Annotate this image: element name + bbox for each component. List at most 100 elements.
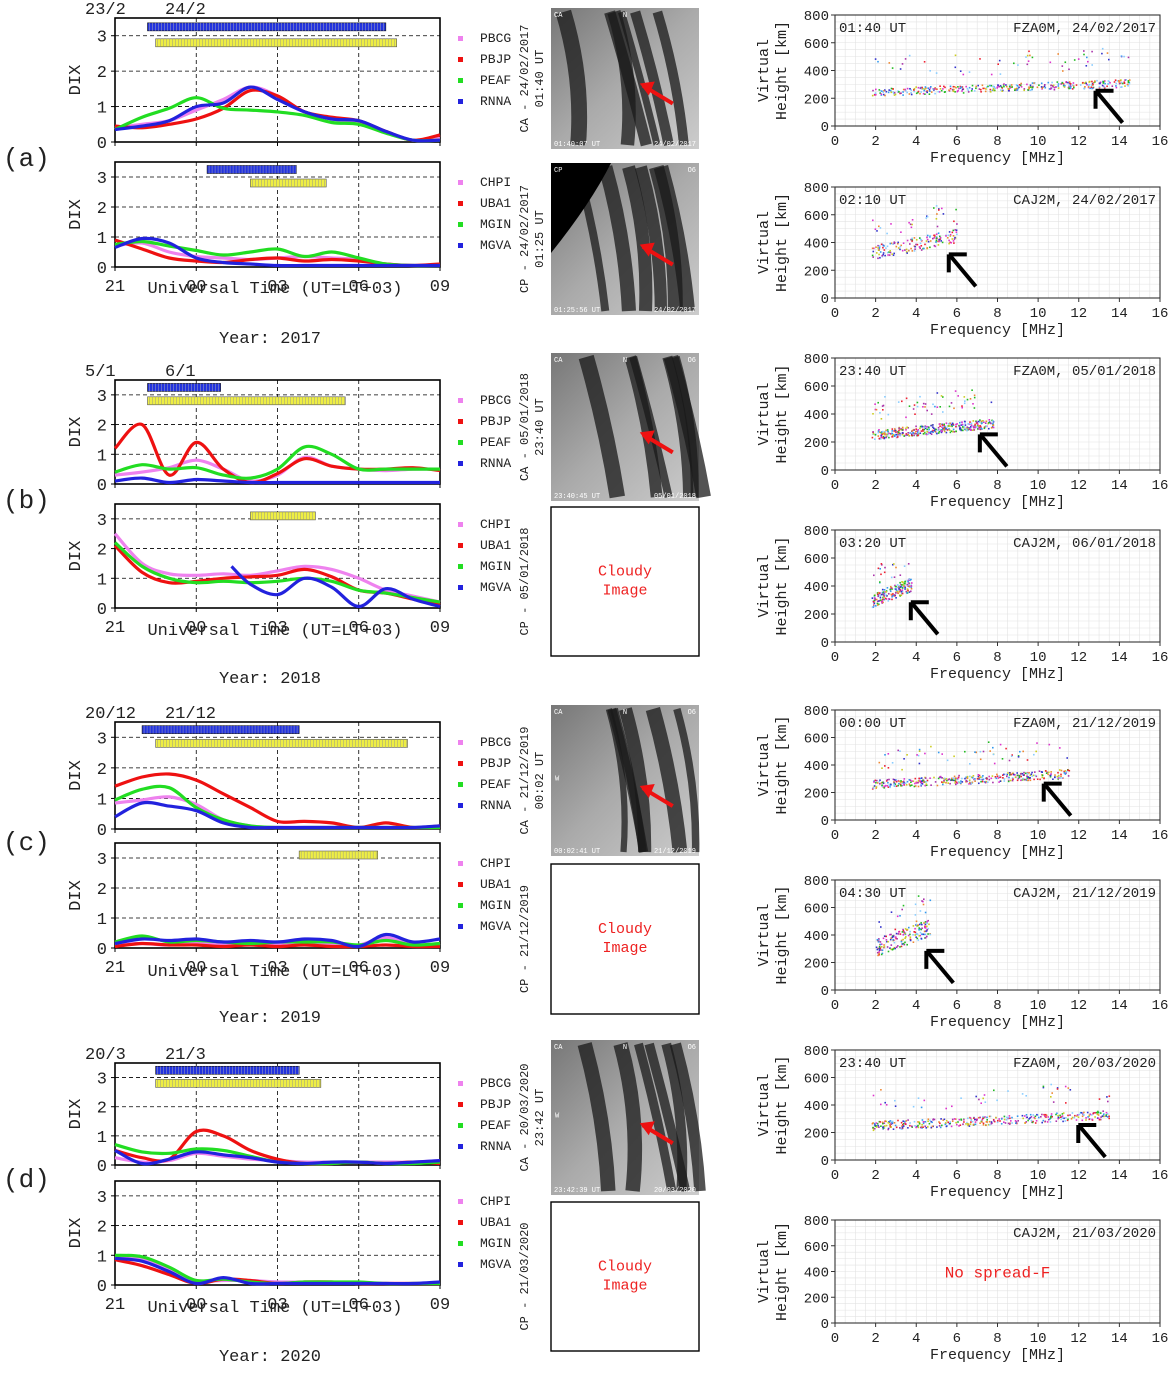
dix-xlabel: Universal Time (UT=LT+03) [147, 622, 402, 641]
iono-echo [934, 235, 936, 238]
iono-echo [892, 91, 894, 93]
iono-xlabel: Frequency [MHz] [930, 1014, 1065, 1031]
iono-echo [883, 594, 885, 597]
iono-echo [890, 937, 892, 939]
iono-echo [956, 233, 958, 236]
iono-echo [975, 87, 977, 90]
iono-echo [887, 950, 890, 953]
iono-echo [1023, 1115, 1026, 1117]
sky-side-label: CP - 05/01/2018 [518, 527, 532, 635]
iono-echo [987, 1123, 990, 1126]
iono-echo [1094, 80, 1096, 82]
iono-echo [1076, 1115, 1078, 1117]
iono-echo [1050, 1083, 1052, 1086]
iono-echo [952, 424, 955, 426]
iono-echo [1029, 84, 1032, 87]
iono-echo [899, 428, 902, 431]
iono-ylabel: Height [km] [774, 885, 791, 984]
plasma-bubble [577, 1042, 616, 1192]
iono-echo [937, 90, 940, 93]
iono-echo [900, 594, 903, 597]
legend-swatch-MGVA [458, 585, 463, 590]
iono-echo [897, 401, 900, 403]
iono-echo [882, 432, 884, 435]
iono-echo [968, 783, 970, 785]
iono-echo [1088, 81, 1090, 83]
iono-echo [873, 594, 876, 597]
iono-ylabel: Height [km] [774, 1222, 791, 1321]
iono-echo [951, 425, 953, 428]
iono-echo [903, 943, 906, 946]
iono-echo [1033, 778, 1035, 781]
iono-echo [1033, 1116, 1035, 1119]
sky-time-stamp: 01:40:07 UT [554, 141, 600, 149]
iono-ytick-label: 0 [821, 1154, 829, 1170]
iono-xtick-label: 8 [993, 650, 1001, 666]
iono-xtick-label: 4 [912, 478, 920, 494]
iono-echo [926, 922, 928, 925]
iono-echo [949, 85, 952, 88]
iono-ytick-label: 400 [804, 759, 829, 775]
iono-echo [1085, 65, 1088, 67]
iono-echo [896, 431, 898, 433]
iono-echo [878, 946, 881, 948]
iono-echo [890, 432, 893, 435]
iono-echo [927, 433, 930, 435]
series-line-MGIN [113, 541, 441, 604]
iono-echo [1115, 86, 1118, 89]
iono-echo [928, 88, 931, 91]
iono-echo [926, 920, 928, 923]
iono-echo [978, 778, 980, 780]
iono-echo [978, 782, 980, 785]
iono-echo [990, 777, 993, 780]
iono-echo [978, 88, 981, 90]
iono-echo [1097, 1114, 1100, 1116]
iono-echo [883, 571, 886, 574]
iono-echo [1050, 773, 1052, 775]
iono-echo [1003, 1118, 1006, 1121]
legend-label-PEAF: PEAF [480, 73, 511, 88]
iono-echo [890, 944, 893, 946]
dix-xtick-label: 00 [186, 1296, 206, 1315]
iono-xtick-label: 10 [1030, 134, 1047, 150]
iono-echo [933, 207, 935, 209]
iono-echo [872, 1094, 875, 1097]
iono-echo [904, 928, 907, 930]
iono-echo [1049, 1117, 1052, 1119]
iono-echo [915, 936, 917, 938]
iono-xtick-label: 12 [1070, 134, 1087, 150]
iono-echo [904, 932, 906, 935]
iono-echo [947, 425, 950, 427]
iono-echo [920, 784, 922, 787]
iono-station: CAJ2M, 24/02/2017 [1013, 193, 1156, 209]
iono-echo [1026, 759, 1029, 761]
iono-echo [1029, 89, 1032, 92]
iono-echo [982, 775, 984, 777]
iono-echo [895, 1126, 898, 1129]
sky-west-label: W [555, 776, 560, 784]
iono-echo [979, 778, 982, 781]
iono-echo [913, 250, 916, 252]
iono-echo [1056, 1088, 1059, 1090]
iono-echo [981, 422, 983, 424]
iono-echo [969, 775, 971, 778]
iono-echo [1003, 773, 1005, 776]
iono-echo [1042, 1119, 1045, 1122]
plasma-bubble [671, 355, 699, 498]
iono-echo [921, 923, 923, 926]
iono-echo [883, 944, 885, 946]
iono-echo [923, 89, 925, 92]
iono-echo [883, 946, 886, 948]
iono-echo [926, 215, 929, 218]
iono-echo [1063, 84, 1066, 87]
iono-echo [921, 927, 923, 930]
iono-echo [910, 226, 913, 229]
iono-echo [988, 1120, 991, 1123]
iono-echo [899, 933, 902, 935]
iono-echo [880, 946, 883, 948]
iono-echo [881, 952, 884, 955]
iono-echo [935, 428, 937, 431]
iono-echo [921, 782, 923, 784]
